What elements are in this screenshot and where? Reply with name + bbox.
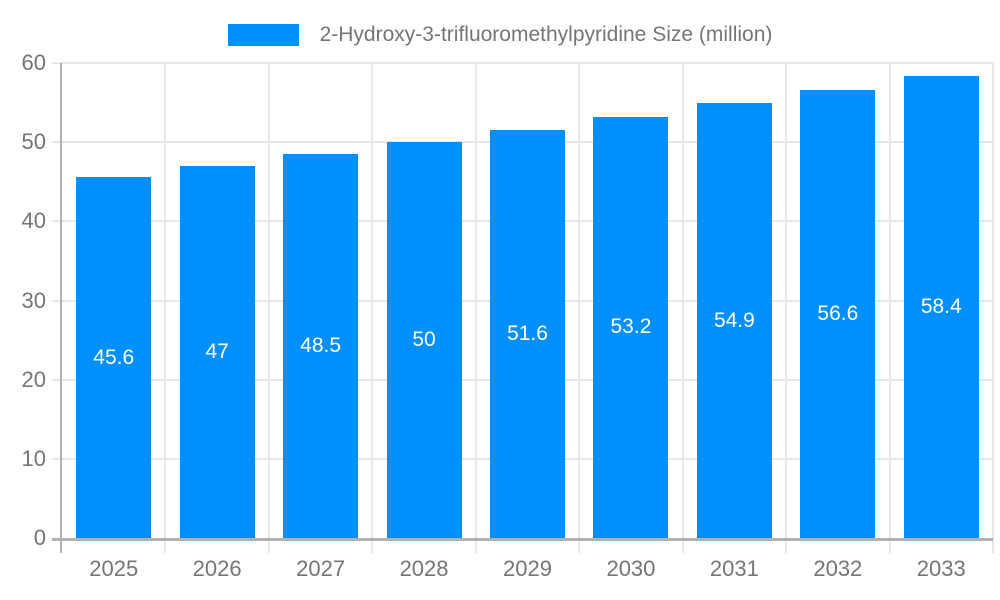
bar-value-label: 54.9 (713, 308, 755, 332)
plot-area: 45.6 47 48.5 50 51.6 53.2 54.9 56.6 58.4 (52, 62, 994, 553)
bar-value-label: 53.2 (610, 315, 652, 339)
legend-swatch (227, 23, 299, 46)
h-gridline (52, 62, 993, 64)
bar-2027[interactable]: 48.5 (283, 154, 359, 538)
y-tick-label: 10 (21, 445, 46, 471)
bar-2031[interactable]: 54.9 (696, 103, 772, 538)
x-tick-label: 2029 (503, 556, 552, 581)
v-gridline (888, 63, 891, 553)
bar-value-label: 45.6 (93, 345, 135, 369)
x-tick-label: 2033 (916, 556, 966, 581)
y-tick-label: 30 (21, 287, 46, 313)
x-axis-line (52, 538, 993, 541)
v-gridline (681, 63, 684, 553)
bar-2025[interactable]: 45.6 (76, 177, 152, 538)
y-tick-label: 50 (21, 129, 46, 155)
bar-value-label: 51.6 (507, 321, 548, 345)
y-tick-label: 60 (21, 50, 46, 75)
y-tick-label: 0 (33, 525, 46, 550)
bar-2033[interactable]: 58.4 (903, 75, 979, 538)
bar-value-label: 47 (205, 339, 229, 363)
v-gridline (164, 63, 167, 553)
chart-legend[interactable]: 2-Hydroxy-3-trifluoromethylpyridine Size… (0, 23, 1000, 46)
bar-2028[interactable]: 50 (386, 142, 462, 538)
y-tick-label: 40 (21, 208, 46, 234)
bar-2029[interactable]: 51.6 (490, 129, 565, 538)
x-tick-label: 2027 (296, 556, 346, 581)
v-gridline (992, 63, 994, 553)
x-tick-label: 2031 (709, 556, 759, 581)
x-tick-label: 2030 (606, 556, 656, 581)
x-tick-label: 2025 (89, 556, 139, 581)
bar-value-label: 48.5 (300, 334, 342, 358)
v-gridline (474, 63, 477, 553)
y-tick-label: 20 (21, 366, 46, 392)
x-tick-label: 2032 (813, 556, 863, 581)
bar-2030[interactable]: 53.2 (593, 116, 669, 538)
bar-value-label: 56.6 (817, 301, 859, 325)
x-tick-label: 2026 (192, 556, 242, 581)
v-gridline (785, 63, 788, 553)
x-tick-label: 2028 (399, 556, 449, 581)
legend-label: 2-Hydroxy-3-trifluoromethylpyridine Size… (319, 23, 773, 46)
bar-2032[interactable]: 56.6 (800, 89, 876, 538)
v-gridline (578, 63, 581, 553)
bar-value-label: 50 (412, 328, 436, 352)
y-axis-line (60, 63, 62, 553)
v-gridline (371, 63, 374, 553)
bar-value-label: 58.4 (920, 294, 962, 318)
v-gridline (267, 63, 270, 553)
bar-2026[interactable]: 47 (179, 165, 255, 538)
